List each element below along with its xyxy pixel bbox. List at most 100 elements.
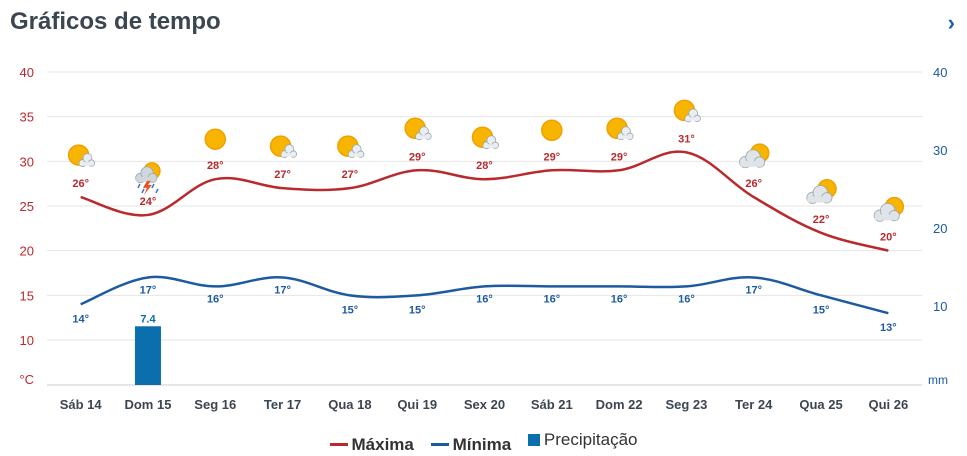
x-tick-label: Dom 22 xyxy=(596,397,643,412)
x-tick-label: Sáb 14 xyxy=(60,397,103,412)
min-temp-label: 16° xyxy=(207,293,224,305)
max-temp-label: 29° xyxy=(409,151,426,163)
sun-shape xyxy=(541,119,563,142)
min-temp-label: 16° xyxy=(543,293,560,305)
x-tick-label: Dom 15 xyxy=(124,397,171,412)
y-right-tick: 40 xyxy=(933,65,947,80)
legend-max-swatch xyxy=(329,443,348,446)
cloud-shape xyxy=(281,153,296,157)
cloud-shape xyxy=(415,135,431,139)
y-left-tick: 20 xyxy=(20,244,34,259)
min-temp-label: 14° xyxy=(72,313,89,325)
max-temp-label: 24° xyxy=(140,196,157,208)
legend-precip-swatch xyxy=(527,434,540,446)
y-left-tick: 10 xyxy=(20,333,34,348)
cloud-sun-icon xyxy=(806,179,837,204)
max-temp-label: 28° xyxy=(207,160,224,172)
legend-min[interactable]: Mínima xyxy=(430,434,512,455)
rain-shape xyxy=(151,183,155,189)
y-right-unit: mm xyxy=(928,373,948,387)
min-temp-line xyxy=(80,275,889,315)
sun-cloud-icon xyxy=(67,144,96,167)
max-temp-label: 20° xyxy=(880,232,897,244)
rain-shape xyxy=(155,188,159,194)
x-tick-label: Qui 19 xyxy=(397,397,437,412)
max-temp-label: 28° xyxy=(476,160,493,172)
cloud-shape xyxy=(79,162,94,166)
legend-max[interactable]: Máxima xyxy=(329,434,414,455)
y-right-tick: 20 xyxy=(933,221,947,236)
thunderstorm-icon xyxy=(135,162,161,195)
y-left-tick: 40 xyxy=(20,65,34,80)
max-temp-label: 22° xyxy=(813,214,830,226)
x-tick-label: Sex 20 xyxy=(464,397,505,412)
x-tick-label: Qua 25 xyxy=(799,397,842,412)
chart-legend: Máxima Mínima Precipitação xyxy=(0,430,967,455)
min-temp-label: 17° xyxy=(274,284,291,296)
min-temp-label: 15° xyxy=(813,304,830,316)
min-temp-label: 15° xyxy=(409,304,426,316)
legend-min-label: Mínima xyxy=(452,434,512,454)
x-tick-label: Ter 17 xyxy=(264,397,301,412)
precip-data-label: 7.4 xyxy=(140,313,156,325)
cloud-sun-icon xyxy=(873,196,905,222)
y-left-tick: 15 xyxy=(20,288,34,303)
chevron-right-icon[interactable]: › xyxy=(947,10,955,35)
y-left-unit: °C xyxy=(19,372,34,387)
legend-max-label: Máxima xyxy=(351,434,414,454)
x-tick-label: Ter 24 xyxy=(735,397,773,412)
max-temp-label: 31° xyxy=(678,133,695,145)
lightning-shape xyxy=(142,180,152,195)
legend-min-swatch xyxy=(430,443,449,446)
cloud-sun-icon xyxy=(739,143,770,169)
max-temp-label: 26° xyxy=(72,178,89,190)
min-temp-label: 16° xyxy=(611,293,628,305)
min-temp-label: 13° xyxy=(880,322,897,334)
rain-shape xyxy=(137,183,141,189)
max-temp-label: 27° xyxy=(342,169,359,181)
y-right-tick: 10 xyxy=(933,299,947,314)
sun-cloud-icon xyxy=(673,99,701,123)
min-temp-label: 16° xyxy=(678,293,695,305)
page-title: Gráficos de tempo xyxy=(10,8,221,35)
precip-bar xyxy=(134,326,161,385)
sun-cloud-icon xyxy=(269,135,297,159)
cloud-shape xyxy=(617,135,633,139)
cloud-shape xyxy=(685,117,700,121)
rain-shape xyxy=(141,188,145,194)
cloud-shape xyxy=(136,176,156,182)
cloud-shape xyxy=(874,214,899,221)
y-left-tick: 25 xyxy=(20,199,34,214)
max-temp-label: 26° xyxy=(745,178,762,190)
min-temp-label: 17° xyxy=(140,284,157,296)
max-temp-label: 29° xyxy=(543,151,560,163)
sun-cloud-icon xyxy=(606,117,634,141)
sun-icon xyxy=(204,128,227,150)
weather-chart: 40 35 30 25 20 15 10 °C 40 30 20 10 mm Sáb 14 Dom 15 Se… xyxy=(19,65,948,412)
sun-cloud-icon xyxy=(471,126,499,150)
x-tick-label: Seg 23 xyxy=(665,397,707,412)
y-left-tick: 30 xyxy=(20,154,34,169)
x-tick-label: Qua 18 xyxy=(328,397,371,412)
x-tick-label: Seg 16 xyxy=(194,397,236,412)
legend-precip[interactable]: Precipitação xyxy=(527,430,638,450)
max-temp-label: 27° xyxy=(274,169,291,181)
cloud-shape xyxy=(740,161,764,167)
cloud-shape xyxy=(807,196,831,203)
cloud-shape xyxy=(348,153,364,157)
min-temp-label: 15° xyxy=(342,304,359,316)
sun-cloud-icon xyxy=(337,135,365,159)
sun-shape xyxy=(204,128,227,150)
y-right-tick: 30 xyxy=(933,143,947,158)
y-left-tick: 35 xyxy=(20,110,34,125)
max-temp-label: 29° xyxy=(611,151,628,163)
max-temp-line xyxy=(80,150,889,252)
x-tick-label: Sáb 21 xyxy=(531,397,573,412)
min-temp-label: 16° xyxy=(476,293,493,305)
sun-cloud-icon xyxy=(404,117,432,141)
x-tick-label: Qui 26 xyxy=(868,397,908,412)
sun-icon xyxy=(541,119,563,142)
min-temp-label: 17° xyxy=(745,284,762,296)
legend-precip-label: Precipitação xyxy=(543,430,638,449)
cloud-shape xyxy=(483,144,498,148)
